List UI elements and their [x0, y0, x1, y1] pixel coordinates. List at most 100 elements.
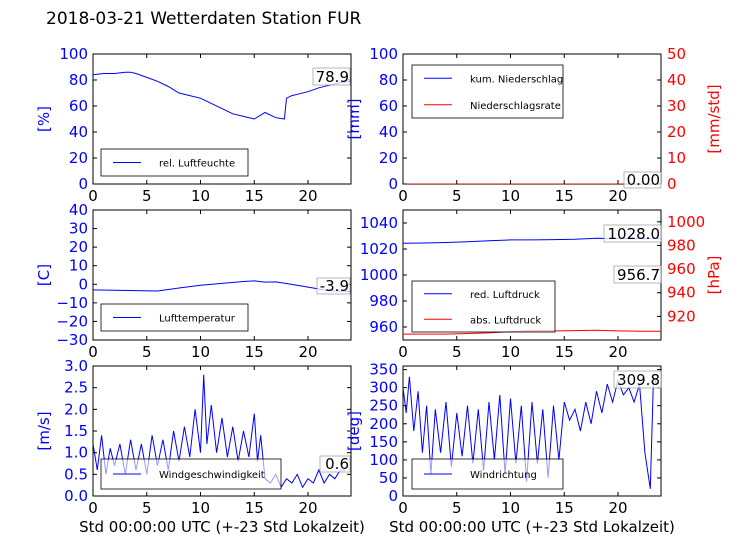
- x-axis-label: Std 00:00:00 UTC (+-23 Std Lokalzeit): [79, 518, 365, 536]
- y-right-tick-label: 30: [667, 97, 686, 115]
- annotation-value: 1028.0: [608, 225, 661, 243]
- x-tick-label: 10: [191, 187, 210, 205]
- y-right-tick-label: 10: [667, 149, 686, 167]
- y-tick-label: 20: [69, 238, 88, 256]
- y-right-tick-label: 940: [667, 284, 696, 302]
- legend: Lufttemperatur: [101, 304, 248, 331]
- x-tick-label: 15: [555, 499, 574, 517]
- y-tick-label: 960: [369, 318, 398, 336]
- y-tick-label: 350: [369, 361, 398, 379]
- y-tick-label: 80: [69, 71, 88, 89]
- x-tick-label: 5: [452, 187, 462, 205]
- x-tick-label: 0: [88, 499, 98, 517]
- y-right-tick-label: 960: [667, 260, 696, 278]
- x-tick-label: 20: [608, 187, 627, 205]
- x-tick-label: 10: [501, 187, 520, 205]
- y-tick-label: 50: [379, 469, 398, 487]
- y-tick-label: 1040: [360, 214, 398, 232]
- y-tick-label: 30: [69, 220, 88, 238]
- x-tick-label: 20: [298, 187, 317, 205]
- y-axis-label: [C]: [35, 264, 53, 286]
- legend-label: rel. Luftfeuchte: [159, 159, 235, 170]
- legend: Windgeschwindigkeit: [101, 459, 281, 489]
- x-tick-label: 5: [452, 343, 462, 361]
- x-tick-label: 15: [245, 343, 264, 361]
- legend: red. Luftdruck abs. Luftdruck: [412, 281, 555, 332]
- legend-label: Windgeschwindigkeit: [159, 470, 265, 481]
- y-tick-label: 0.5: [64, 465, 88, 483]
- y-tick-label: 100: [369, 451, 398, 469]
- x-tick-label: 20: [298, 343, 317, 361]
- annotation-value: 309.8: [617, 371, 660, 389]
- y-right-tick-label: 1000: [667, 213, 705, 231]
- annotation-value: 0.6: [325, 455, 349, 473]
- y-tick-label: 200: [369, 415, 398, 433]
- y-right-tick-label: 20: [667, 123, 686, 141]
- y-tick-label: 20: [379, 149, 398, 167]
- x-tick-label: 10: [191, 343, 210, 361]
- y-right-tick-label: 920: [667, 307, 696, 325]
- x-tick-label: 10: [501, 499, 520, 517]
- annotation-value: 0.00: [627, 171, 660, 189]
- y-tick-label: 0: [78, 175, 88, 193]
- y-tick-label: 100: [59, 45, 88, 63]
- annotation-value: 956.7: [617, 266, 660, 284]
- legend-label: Windrichtung: [470, 470, 537, 481]
- series-line-1: [93, 72, 351, 119]
- figure-title: 2018-03-21 Wetterdaten Station FUR: [46, 9, 361, 29]
- y-tick-label: 10: [69, 257, 88, 275]
- y-tick-label: 80: [379, 71, 398, 89]
- legend-label: Niederschlagsrate: [470, 101, 561, 112]
- legend-label: abs. Luftdruck: [470, 315, 541, 326]
- legend-label: Lufttemperatur: [159, 314, 236, 325]
- x-tick-label: 10: [501, 343, 520, 361]
- y-tick-label: 100: [369, 45, 398, 63]
- y-tick-label: 250: [369, 397, 398, 415]
- y-right-tick-label: 0: [667, 175, 677, 193]
- legend: Windrichtung: [412, 459, 563, 489]
- x-tick-label: 15: [555, 343, 574, 361]
- x-tick-label: 15: [245, 499, 264, 517]
- y-tick-label: 2.0: [64, 400, 88, 418]
- y-tick-label: 1000: [360, 266, 398, 284]
- y-tick-label: 20: [69, 149, 88, 167]
- x-tick-label: 0: [88, 343, 98, 361]
- y-axis-label: [m/s]: [35, 411, 53, 450]
- y-tick-label: 0: [388, 175, 398, 193]
- x-tick-label: 15: [245, 187, 264, 205]
- x-tick-label: 10: [191, 499, 210, 517]
- y-tick-label: 3.0: [64, 357, 88, 375]
- chart-panel-2: 0 5 10 15 20 0 20 40 60 80 100 0 10 20 30 40 50 [mm] [mm/s…: [345, 45, 723, 205]
- legend: rel. Luftfeuchte: [101, 149, 248, 176]
- y-right-axis-label: [hPa]: [705, 256, 723, 295]
- y-axis-label: [mm]: [345, 99, 363, 140]
- y-tick-label: 150: [369, 433, 398, 451]
- chart-panel-5: 0 5 10 15 20 0.0 0.5 1.0 1.5 2.0 2.5 3.0 [m/s] Std 00…: [35, 357, 365, 536]
- y-tick-label: 40: [69, 123, 88, 141]
- x-axis-label: Std 00:00:00 UTC (+-23 Std Lokalzeit): [389, 518, 675, 536]
- chart-panel-3: 0 5 10 15 20−30−20−10010203040[C]Lufttempera…: [35, 201, 351, 361]
- x-tick-label: 0: [398, 343, 408, 361]
- y-tick-label: 60: [69, 97, 88, 115]
- y-right-tick-label: 40: [667, 71, 686, 89]
- annotation-value: 78.9: [316, 68, 349, 86]
- x-tick-label: 20: [298, 499, 317, 517]
- x-tick-label: 15: [555, 187, 574, 205]
- x-tick-label: 20: [608, 499, 627, 517]
- y-tick-label: 300: [369, 379, 398, 397]
- x-tick-label: 5: [142, 187, 152, 205]
- chart-panel-1: 0 5 10 15 20 0 20 40 60 80 100 [%] rel. Luftfeuchte 7…: [35, 45, 351, 205]
- y-tick-label: 2.5: [64, 379, 88, 397]
- y-tick-label: 1.5: [64, 422, 88, 440]
- y-tick-label: 60: [379, 97, 398, 115]
- y-axis-label: [deg]: [345, 411, 363, 451]
- x-tick-label: 5: [452, 499, 462, 517]
- x-tick-label: 5: [142, 343, 152, 361]
- y-tick-label: −10: [56, 294, 88, 312]
- y-tick-label: 0: [388, 487, 398, 505]
- series-line-1: [93, 281, 351, 292]
- x-tick-label: 0: [398, 499, 408, 517]
- y-tick-label: −30: [56, 331, 88, 349]
- x-tick-label: 20: [608, 343, 627, 361]
